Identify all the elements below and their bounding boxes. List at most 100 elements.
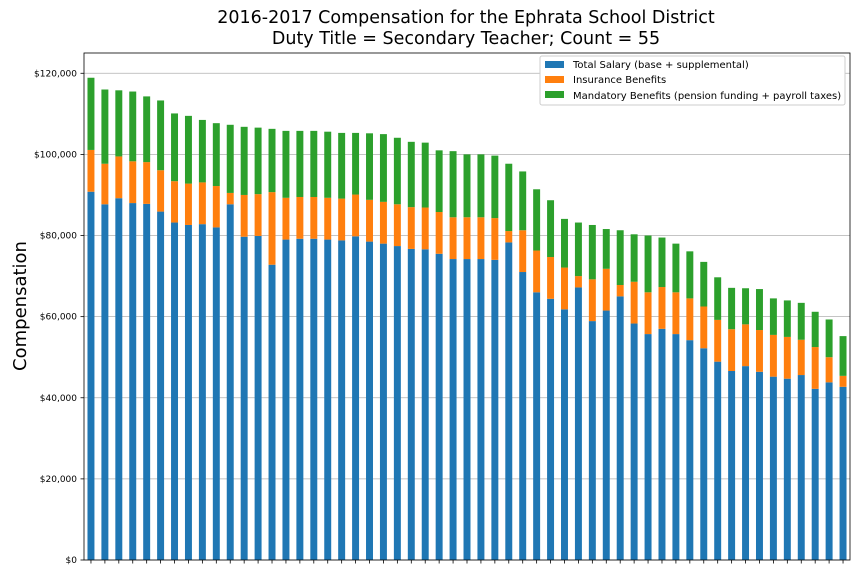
bar-segment-insurance (505, 231, 513, 243)
bar-segment-mandatory (157, 100, 165, 171)
bar-segment-mandatory (588, 224, 596, 280)
bar-segment-salary (700, 348, 708, 560)
bar-segment-salary (658, 328, 666, 560)
legend-swatch-insurance (545, 76, 564, 83)
bar-segment-salary (198, 224, 206, 560)
bar-segment-salary (212, 227, 220, 560)
bar-segment-salary (115, 198, 123, 560)
bar-segment-salary (839, 386, 847, 560)
bar-segment-salary (630, 323, 638, 560)
bar-segment-insurance (630, 281, 638, 324)
bar-segment-insurance (268, 192, 276, 265)
bar-segment-insurance (226, 192, 234, 205)
bar-segment-insurance (435, 211, 443, 254)
bar-segment-salary (714, 361, 722, 560)
bar-segment-salary (366, 241, 373, 560)
bar-segment-mandatory (268, 128, 276, 193)
bar-segment-insurance (171, 181, 179, 223)
bar-segment-mandatory (129, 91, 137, 162)
bar-segment-mandatory (352, 132, 360, 195)
bar-segment-insurance (296, 196, 304, 239)
bar-segment-salary (644, 334, 652, 560)
bar-segment-mandatory (547, 200, 555, 258)
bar-segment-mandatory (561, 218, 568, 268)
bar-segment-mandatory (184, 115, 192, 184)
bar-segment-mandatory (212, 123, 220, 187)
legend-swatch-salary (545, 61, 564, 68)
bar-segment-mandatory (407, 141, 415, 208)
bar-segment-salary (338, 240, 346, 560)
bar-segment-salary (435, 253, 443, 560)
y-tick-label: $80,000 (40, 232, 77, 242)
bar-segment-salary (825, 382, 833, 560)
x-axis-ticks (90, 560, 844, 564)
bar-segment-mandatory (171, 113, 179, 182)
bar-segment-mandatory (491, 155, 499, 219)
bar-segment-salary (407, 248, 415, 561)
bar-segment-mandatory (338, 132, 346, 199)
bar-segment-insurance (198, 182, 206, 225)
bar-segment-salary (602, 310, 610, 560)
bar-segment-mandatory (115, 90, 123, 157)
bar-segment-salary (449, 259, 457, 560)
chart-title-line1: 2016-2017 Compensation for the Ephrata S… (217, 8, 715, 28)
bar-segment-salary (672, 334, 680, 560)
bar-segment-mandatory (366, 133, 373, 200)
bar-segment-insurance (561, 267, 568, 310)
bar-segment-insurance (574, 276, 582, 288)
bar-segment-salary (783, 378, 791, 560)
bar-segment-insurance (254, 194, 262, 236)
bar-segment-insurance (533, 250, 541, 293)
bar-segment-insurance (616, 285, 624, 297)
bar-segment-salary (769, 376, 777, 560)
bar-segment-mandatory (839, 336, 847, 376)
bar-segment-salary (226, 204, 234, 560)
bar-segment-mandatory (296, 130, 304, 197)
legend-label-salary: Total Salary (base + supplemental) (572, 60, 749, 71)
bar-segment-insurance (519, 230, 527, 273)
legend: Total Salary (base + supplemental) Insur… (539, 55, 846, 106)
bar-segment-insurance (129, 161, 137, 204)
bar-segment-salary (477, 259, 485, 560)
bar-segment-insurance (602, 268, 610, 311)
bar-segment-mandatory (769, 298, 777, 335)
bar-segment-salary (101, 204, 109, 560)
bar-segment-mandatory (825, 319, 833, 358)
bar-segment-insurance (491, 218, 499, 260)
bar-segment-salary (171, 222, 179, 560)
bar-segment-insurance (310, 196, 318, 239)
bar-segment-mandatory (87, 77, 95, 150)
bar-segment-salary (491, 259, 499, 560)
bar-segment-mandatory (714, 277, 722, 320)
bar-segment-insurance (728, 329, 736, 371)
legend-swatch-mandatory (545, 91, 564, 98)
bar-segment-mandatory (742, 288, 750, 325)
bar-segment-mandatory (282, 130, 290, 198)
bar-segment-insurance (477, 217, 485, 260)
bar-segment-mandatory (658, 237, 666, 288)
bar-segment-salary (463, 259, 471, 560)
bar-segment-salary (421, 249, 429, 560)
legend-box (539, 55, 846, 106)
y-tick-label: $20,000 (40, 475, 77, 485)
bar-segment-insurance (644, 292, 652, 335)
bar-segment-mandatory (477, 154, 485, 218)
bar-segment-insurance (700, 306, 708, 349)
legend-label-mandatory: Mandatory Benefits (pension funding + pa… (573, 91, 841, 102)
bar-segment-insurance (449, 217, 457, 260)
bar-segment-insurance (769, 334, 777, 377)
bar-segment-insurance (797, 339, 805, 376)
bar-segment-mandatory (143, 96, 151, 163)
bar-segment-salary (379, 243, 387, 560)
bar-segment-insurance (87, 149, 95, 192)
bar-segment-salary (143, 203, 151, 561)
bar-segment-mandatory (672, 243, 680, 293)
bar-segment-insurance (352, 194, 360, 237)
bar-segment-salary (157, 211, 165, 560)
bar-segment-insurance (407, 207, 415, 249)
bar-segment-salary (533, 292, 541, 560)
bar-segment-salary (254, 235, 262, 560)
bar-segment-salary (797, 375, 805, 560)
bar-segment-insurance (839, 375, 847, 387)
bar-segment-insurance (157, 170, 165, 212)
